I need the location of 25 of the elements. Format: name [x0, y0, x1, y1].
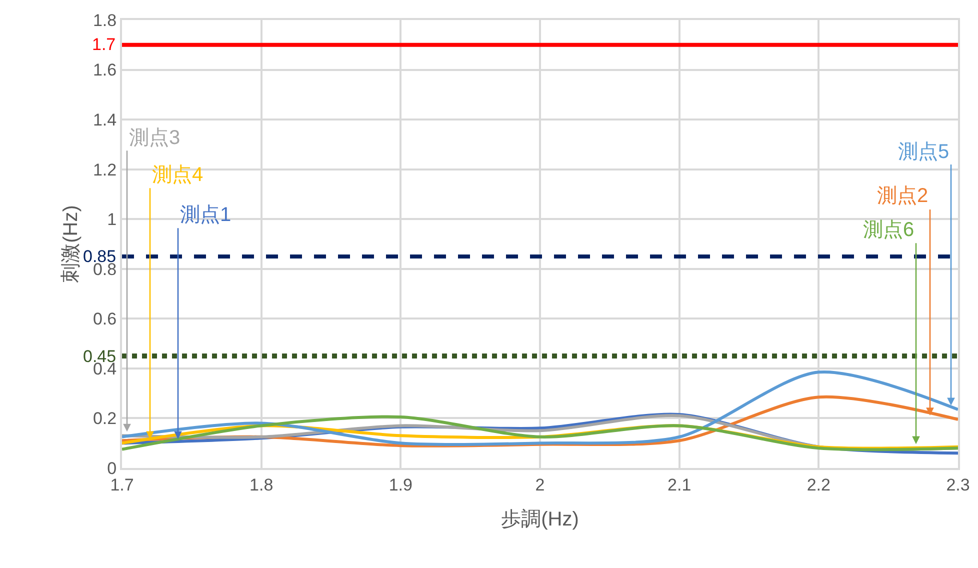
x-tick-label: 2.3: [946, 475, 970, 494]
text: 測点2: [877, 185, 928, 207]
y-tick-label: 1.8: [92, 10, 117, 30]
y-tick-label: 0.2: [92, 409, 117, 428]
text: 測点5: [898, 141, 950, 163]
y-tick-label: 1: [107, 210, 117, 230]
x-tick-label: 1.9: [388, 475, 412, 494]
x-tick-label: 1.8: [250, 475, 274, 494]
y-axis-title: 刺激(Hz): [60, 205, 82, 283]
x-tick-label: 2: [535, 475, 545, 494]
y-tick-label: 1.4: [92, 110, 117, 130]
x-tick-label: 1.7: [110, 475, 134, 494]
x-tick-label: 2.2: [806, 475, 830, 494]
y-tick-label: 0.6: [92, 310, 117, 329]
text: 測点3: [129, 127, 180, 149]
line-series: [122, 370, 958, 446]
ref-line-label: 1.7: [92, 35, 116, 54]
text: 測点4: [152, 164, 204, 186]
text: 測点6: [863, 219, 914, 241]
y-tick-label: 0: [107, 458, 117, 478]
x-tick-label: 2.1: [668, 475, 692, 494]
x-axis-title: 歩調(Hz): [501, 508, 579, 530]
text: 測点1: [180, 204, 232, 226]
y-tick-label: 1.2: [92, 160, 117, 180]
y-tick-label: 1.6: [92, 60, 117, 80]
